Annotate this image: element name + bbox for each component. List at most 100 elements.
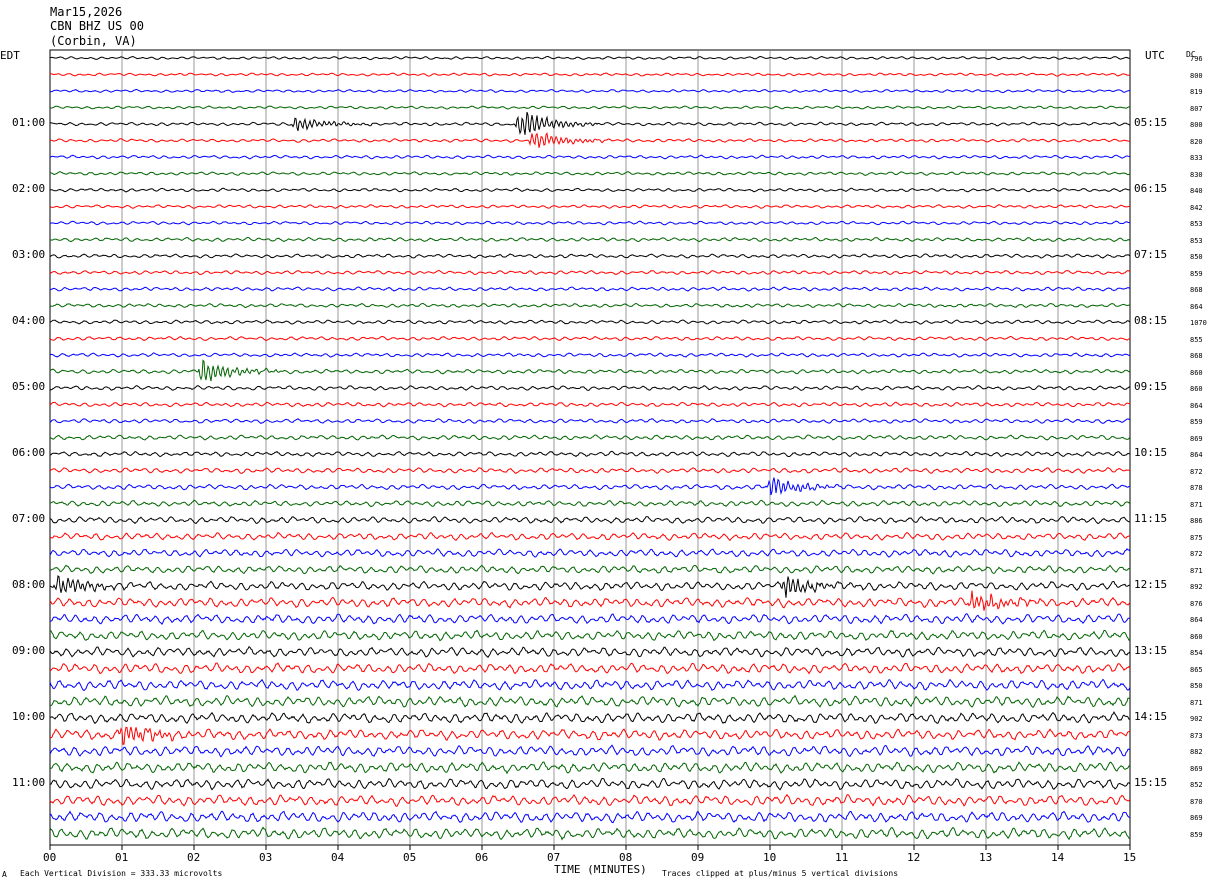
dc-value: 871	[1190, 500, 1203, 509]
dc-value: 864	[1190, 451, 1203, 459]
edt-hour-label: 08:00	[12, 578, 46, 591]
seismic-trace	[49, 793, 1131, 807]
utc-hour-label: 10:15	[1134, 446, 1168, 459]
dc-value: 819	[1190, 88, 1203, 96]
dc-value: 850	[1190, 682, 1203, 690]
dc-value: 878	[1190, 484, 1203, 492]
edt-hour-label: 05:00	[12, 380, 46, 393]
seismic-trace	[49, 645, 1131, 659]
seismic-trace	[49, 204, 1131, 209]
seismic-trace	[49, 359, 1131, 382]
seismic-trace	[49, 613, 1131, 625]
dc-value: 873	[1190, 731, 1203, 740]
seismic-trace	[49, 253, 1131, 259]
seismic-trace	[49, 385, 1131, 391]
seismic-trace	[49, 726, 1131, 745]
location-label: (Corbin, VA)	[50, 34, 137, 48]
seismic-trace	[49, 319, 1131, 325]
dc-value: 864	[1190, 401, 1203, 410]
station-label: CBN BHZ US 00	[50, 19, 144, 33]
seismic-trace	[49, 55, 1131, 61]
seismic-trace	[49, 499, 1131, 508]
x-tick-label: 11	[835, 851, 849, 864]
dc-value: 860	[1190, 385, 1203, 393]
plot-frame	[49, 49, 1131, 846]
seismic-trace	[49, 269, 1131, 276]
dc-value: 859	[1190, 418, 1203, 426]
utc-hour-label: 07:15	[1134, 248, 1168, 261]
seismic-trace	[49, 105, 1131, 110]
utc-hour-label: 14:15	[1134, 710, 1168, 723]
x-tick-label: 05	[403, 851, 417, 864]
dc-value: 1070	[1190, 319, 1207, 327]
x-tick-label: 10	[763, 851, 777, 864]
dc-value: 853	[1190, 220, 1203, 228]
seismic-trace	[49, 187, 1130, 193]
edt-hour-label: 09:00	[12, 644, 46, 657]
dc-value: 807	[1190, 104, 1203, 113]
dc-value: 854	[1190, 649, 1203, 657]
seismic-trace	[49, 171, 1131, 176]
dc-value: 870	[1190, 797, 1203, 806]
dc-value: 842	[1190, 203, 1203, 212]
seismic-trace	[49, 810, 1131, 824]
seismic-trace	[49, 450, 1131, 458]
utc-hour-label: 11:15	[1134, 512, 1168, 525]
dc-value: 871	[1190, 566, 1203, 575]
dc-value: 872	[1190, 467, 1203, 476]
x-tick-label: 06	[475, 851, 489, 864]
corner-mark: A	[2, 870, 7, 879]
edt-hour-label: 07:00	[12, 512, 46, 525]
edt-hour-label: 03:00	[12, 248, 46, 261]
seismic-trace	[49, 220, 1131, 226]
dc-value: 850	[1190, 253, 1203, 261]
x-tick-label: 03	[259, 851, 273, 864]
x-tick-label: 07	[547, 851, 561, 864]
x-tick-label: 04	[331, 851, 345, 864]
seismic-trace	[49, 352, 1131, 358]
seismic-trace	[49, 467, 1130, 474]
seismic-trace	[49, 88, 1131, 94]
utc-axis-label: UTC	[1145, 49, 1165, 62]
seismic-trace	[49, 678, 1131, 692]
seismic-trace	[49, 711, 1131, 725]
x-tick-label: 09	[691, 851, 705, 864]
seismic-trace	[49, 662, 1131, 675]
seismic-trace	[49, 477, 1131, 496]
seismic-trace	[49, 531, 1131, 542]
seismic-trace	[49, 335, 1131, 342]
seismic-trace	[49, 564, 1131, 575]
edt-axis-label: EDT	[0, 49, 20, 62]
dc-value: 859	[1190, 269, 1203, 278]
utc-hour-label: 12:15	[1134, 578, 1168, 591]
edt-hour-label: 04:00	[12, 314, 46, 327]
dc-value: 833	[1190, 154, 1203, 162]
edt-hour-label: 01:00	[12, 116, 46, 129]
seismic-trace	[49, 575, 1130, 598]
dc-value: 840	[1190, 187, 1203, 195]
seismic-trace	[49, 72, 1131, 77]
seismic-trace	[49, 547, 1131, 558]
dc-value: 800	[1190, 121, 1203, 129]
dc-value: 860	[1190, 368, 1203, 377]
x-tick-label: 14	[1051, 851, 1065, 864]
seismic-trace	[49, 154, 1131, 160]
dc-value: 875	[1190, 533, 1203, 542]
seismic-trace	[49, 236, 1131, 243]
dc-value: 864	[1190, 302, 1203, 311]
edt-hour-label: 02:00	[12, 182, 46, 195]
utc-hour-label: 08:15	[1134, 314, 1168, 327]
dc-value: 886	[1190, 517, 1203, 525]
utc-hour-label: 13:15	[1134, 644, 1168, 657]
date-label: Mar15,2026	[50, 5, 123, 19]
clip-note: Traces clipped at plus/minus 5 vertical …	[662, 869, 899, 878]
x-tick-label: 15	[1123, 851, 1137, 864]
dc-value: 882	[1190, 748, 1203, 756]
dc-value: 820	[1190, 137, 1203, 146]
dc-value: 865	[1190, 665, 1203, 674]
dc-value: 852	[1190, 781, 1203, 789]
seismic-trace	[49, 418, 1131, 424]
seismic-trace	[49, 744, 1131, 758]
edt-hour-label: 10:00	[12, 710, 46, 723]
seismic-trace	[49, 777, 1131, 791]
